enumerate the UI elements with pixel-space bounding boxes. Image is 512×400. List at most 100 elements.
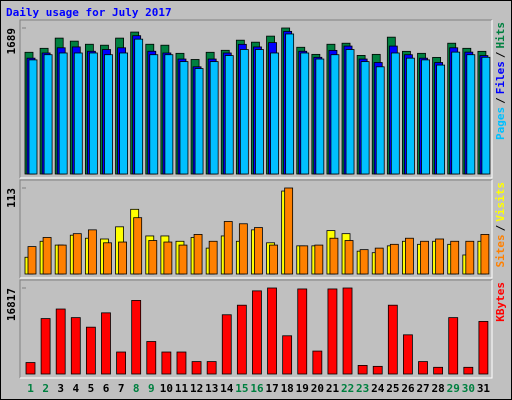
bar — [134, 38, 144, 175]
y-tick-label: 1689 — [5, 28, 18, 55]
bar — [345, 49, 355, 175]
x-tick-label: 24 — [371, 382, 385, 395]
x-tick-label: 20 — [311, 382, 324, 395]
bar — [269, 244, 278, 275]
x-tick-label: 1 — [27, 382, 34, 395]
bar — [254, 227, 263, 275]
bar — [40, 318, 51, 375]
bar — [239, 49, 249, 175]
x-tick-label: 4 — [73, 382, 80, 395]
bar — [55, 308, 66, 375]
bar — [282, 335, 293, 375]
bar — [146, 341, 157, 375]
x-tick-label: 22 — [341, 382, 354, 395]
bar — [163, 241, 173, 275]
bar — [208, 240, 218, 275]
panel-border — [19, 279, 492, 378]
bar — [28, 59, 38, 175]
x-tick-label: 14 — [220, 382, 234, 395]
x-tick-label: 17 — [265, 382, 278, 395]
bar — [25, 362, 36, 375]
legend-entry: Pages — [494, 107, 507, 140]
bar — [101, 312, 111, 375]
panel-border — [20, 280, 493, 379]
bar — [360, 61, 370, 175]
bar — [297, 288, 308, 375]
x-tick-label: 23 — [356, 382, 369, 395]
bar — [178, 244, 188, 275]
bar — [465, 240, 475, 275]
bar — [433, 366, 444, 375]
bar — [57, 244, 67, 275]
chart-title: Daily usage for July 2017 — [6, 6, 172, 19]
bar — [131, 300, 142, 375]
bar — [88, 52, 98, 175]
legend: KBytes — [494, 282, 507, 322]
legend-separator: / — [494, 51, 507, 58]
bar — [390, 52, 400, 175]
legend-entry: Sites — [494, 234, 507, 267]
bar — [329, 237, 339, 275]
bar — [194, 68, 204, 175]
x-tick-label: 2 — [42, 382, 49, 395]
bar — [406, 57, 415, 175]
bar — [387, 304, 398, 375]
bar — [221, 314, 232, 375]
bar — [375, 66, 385, 175]
bar — [58, 52, 68, 175]
legend: Sites / Visits — [494, 182, 507, 268]
x-tick-label: 9 — [148, 382, 155, 395]
bar — [480, 234, 490, 275]
x-tick-label: 12 — [190, 382, 203, 395]
bar — [481, 56, 491, 175]
bar — [85, 326, 96, 375]
bar — [436, 64, 446, 175]
bar — [421, 59, 430, 175]
bar — [42, 237, 52, 275]
bar — [372, 365, 383, 375]
legend-separator: / — [494, 97, 507, 104]
bar — [451, 51, 461, 175]
bar — [255, 49, 264, 175]
x-tick-label: 7 — [118, 382, 125, 395]
bar — [312, 350, 323, 375]
bar — [357, 364, 368, 375]
bar — [72, 233, 82, 275]
bar — [191, 361, 202, 375]
bar — [164, 54, 174, 175]
bar — [405, 237, 414, 275]
bar — [103, 242, 112, 275]
x-tick-label: 18 — [281, 382, 294, 395]
bar — [359, 249, 369, 275]
legend-entry: Hits — [494, 22, 507, 49]
y-tick-label: 113 — [5, 188, 18, 208]
panel-border — [20, 20, 493, 179]
bar — [236, 304, 247, 375]
bar — [73, 52, 83, 175]
bar — [466, 54, 476, 175]
x-tick-label: 11 — [175, 382, 189, 395]
bar — [448, 317, 459, 375]
bar — [300, 52, 310, 175]
bar — [252, 290, 262, 375]
x-tick-label: 31 — [477, 382, 491, 395]
x-tick-label: 5 — [88, 382, 95, 395]
bar — [206, 361, 217, 375]
x-tick-label: 27 — [416, 382, 429, 395]
bar — [374, 247, 384, 275]
bar — [224, 55, 234, 175]
bar — [87, 229, 97, 275]
bar — [435, 238, 445, 275]
bar — [478, 321, 489, 375]
x-tick-label: 28 — [432, 382, 445, 395]
panel-border — [20, 180, 493, 279]
x-tick-label: 8 — [133, 382, 140, 395]
x-tick-label: 10 — [160, 382, 173, 395]
bar — [149, 54, 159, 175]
x-tick-label: 25 — [386, 382, 399, 395]
x-tick-label: 15 — [235, 382, 248, 395]
legend-separator: / — [494, 224, 507, 231]
bar — [27, 246, 37, 275]
panel-border — [19, 19, 492, 178]
